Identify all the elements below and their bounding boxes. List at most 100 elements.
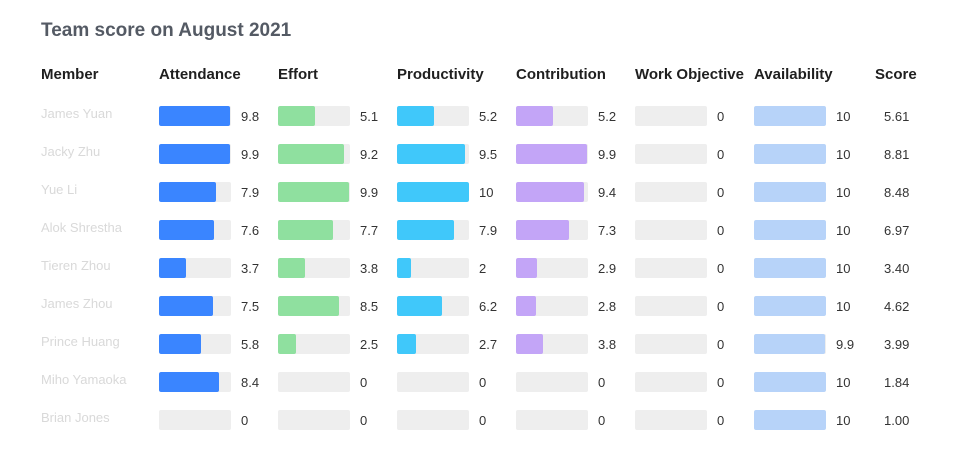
contribution-value: 0 [598,413,606,428]
productivity-bar-fill [397,334,416,354]
attendance-value: 8.4 [241,375,260,390]
attendance-bar-fill [159,182,216,202]
contribution-bar-track [516,182,588,202]
work-objective-bar-track [635,372,707,392]
attendance-value: 9.8 [241,109,260,124]
attendance-bar-track [159,144,231,164]
effort-bar-fill [278,258,305,278]
effort-value: 7.7 [360,223,379,238]
contribution-bar-track [516,334,588,354]
attendance-bar-fill [159,296,213,316]
contribution-bar-fill [516,258,537,278]
availability-bar-track [754,220,826,240]
effort-bar-fill [278,182,349,202]
work-objective-value: 0 [717,413,725,428]
availability-bar-fill [754,372,826,392]
table-row: Tieren Zhou 3.7 3.8 2 2.9 0 10 3.40 [0,248,974,286]
contribution-bar-track [516,410,588,430]
attendance-value: 7.5 [241,299,260,314]
table-row: Brian Jones 0 0 0 0 0 10 1.00 [0,400,974,438]
work-objective-bar-track [635,220,707,240]
attendance-bar-fill [159,334,201,354]
work-objective-value: 0 [717,337,725,352]
attendance-bar-track [159,220,231,240]
effort-value: 9.2 [360,147,379,162]
header-member: Member [41,66,99,83]
header-score: Score [875,66,917,83]
productivity-bar-track [397,372,469,392]
productivity-bar-track [397,410,469,430]
availability-bar-track [754,182,826,202]
effort-bar-track [278,334,350,354]
productivity-bar-track [397,296,469,316]
header-attendance: Attendance [159,66,241,83]
productivity-bar-fill [397,182,469,202]
availability-value: 10 [836,185,851,200]
contribution-bar-fill [516,106,553,126]
contribution-bar-track [516,144,588,164]
score-value: 8.48 [884,185,910,200]
attendance-bar-track [159,372,231,392]
productivity-bar-fill [397,258,411,278]
attendance-bar-fill [159,144,230,164]
work-objective-bar-track [635,106,707,126]
attendance-value: 7.6 [241,223,260,238]
effort-bar-track [278,410,350,430]
effort-bar-fill [278,144,344,164]
attendance-value: 5.8 [241,337,260,352]
contribution-bar-fill [516,334,543,354]
work-objective-value: 0 [717,223,725,238]
availability-bar-track [754,296,826,316]
header-availability: Availability [754,66,833,83]
work-objective-value: 0 [717,299,725,314]
work-objective-value: 0 [717,261,725,276]
attendance-value: 7.9 [241,185,260,200]
productivity-value: 2 [479,261,487,276]
work-objective-bar-track [635,410,707,430]
contribution-value: 7.3 [598,223,617,238]
effort-value: 9.9 [360,185,379,200]
availability-bar-fill [754,182,826,202]
work-objective-bar-track [635,334,707,354]
availability-value: 10 [836,299,851,314]
contribution-bar-track [516,220,588,240]
contribution-value: 3.8 [598,337,617,352]
contribution-value: 0 [598,375,606,390]
table-row: Prince Huang 5.8 2.5 2.7 3.8 0 9.9 3.99 [0,324,974,362]
effort-bar-track [278,220,350,240]
header-effort: Effort [278,66,318,83]
contribution-value: 9.4 [598,185,617,200]
work-objective-bar-track [635,258,707,278]
work-objective-value: 0 [717,185,725,200]
attendance-value: 3.7 [241,261,260,276]
contribution-value: 9.9 [598,147,617,162]
availability-bar-fill [754,144,826,164]
productivity-bar-fill [397,144,465,164]
availability-value: 10 [836,109,851,124]
availability-bar-fill [754,410,826,430]
availability-value: 10 [836,413,851,428]
table-row: Miho Yamaoka 8.4 0 0 0 0 10 1.84 [0,362,974,400]
contribution-bar-track [516,372,588,392]
contribution-bar-fill [516,220,569,240]
productivity-value: 10 [479,185,494,200]
member-name: Yue Li [41,182,78,197]
productivity-bar-fill [397,106,434,126]
score-value: 1.00 [884,413,910,428]
effort-bar-fill [278,106,315,126]
work-objective-bar-track [635,182,707,202]
availability-bar-track [754,410,826,430]
work-objective-value: 0 [717,147,725,162]
availability-value: 9.9 [836,337,855,352]
contribution-bar-track [516,258,588,278]
table-row: Jacky Zhu 9.9 9.2 9.5 9.9 0 10 8.81 [0,134,974,172]
productivity-bar-track [397,182,469,202]
score-value: 8.81 [884,147,910,162]
contribution-bar-fill [516,182,584,202]
availability-bar-fill [754,334,825,354]
effort-bar-fill [278,220,333,240]
availability-bar-track [754,334,826,354]
member-name: Jacky Zhu [41,144,101,159]
productivity-value: 0 [479,375,487,390]
availability-bar-track [754,106,826,126]
